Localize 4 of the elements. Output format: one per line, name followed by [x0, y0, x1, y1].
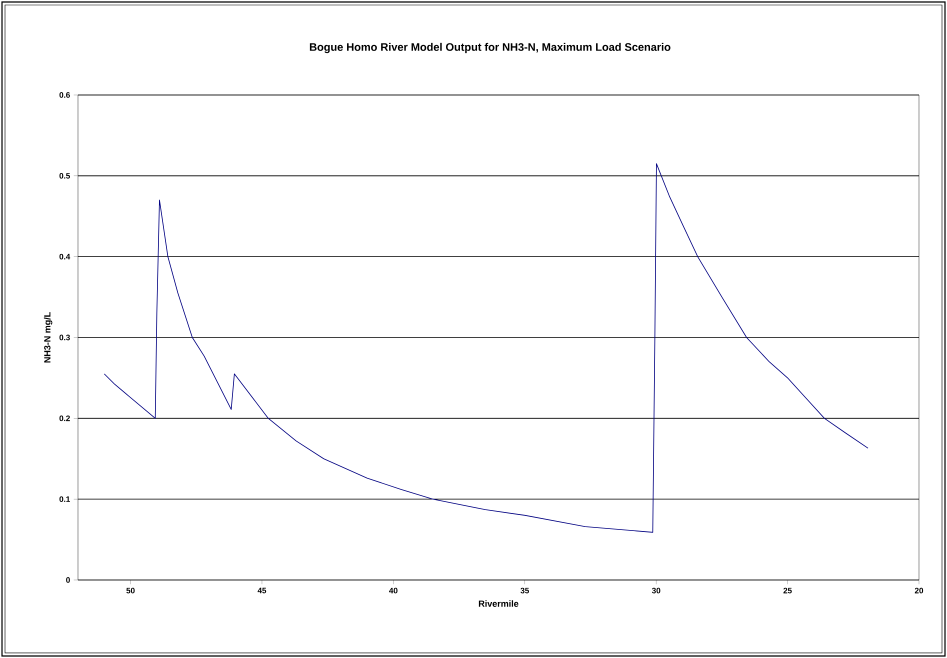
line-series	[104, 163, 868, 533]
y-axis-title: NH3-N mg/L	[44, 312, 52, 363]
chart-title: Bogue Homo River Model Output for NH3-N, Maximum Load Scenario	[310, 42, 670, 54]
x-axis-title: Rivermile	[478, 600, 518, 607]
